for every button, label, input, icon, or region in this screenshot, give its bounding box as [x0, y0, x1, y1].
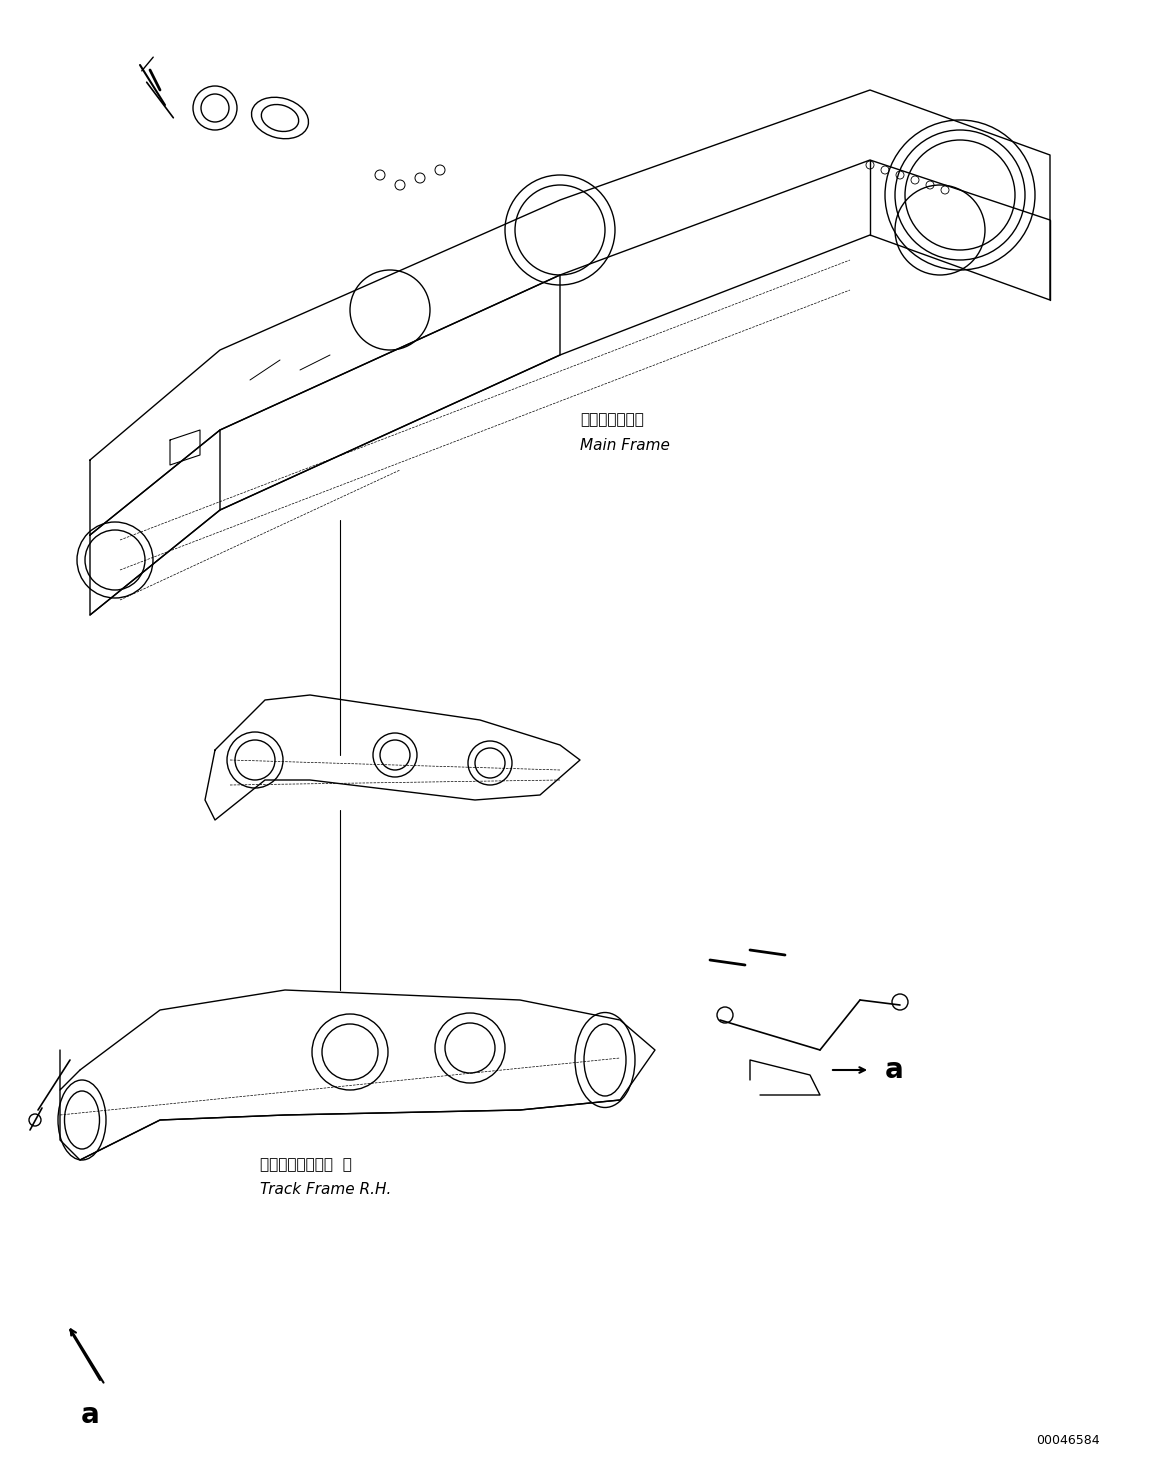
Text: a: a — [80, 1402, 99, 1429]
Text: トラックフレーム  右: トラックフレーム 右 — [261, 1157, 352, 1173]
Text: 00046584: 00046584 — [1036, 1434, 1100, 1447]
Text: Track Frame R.H.: Track Frame R.H. — [261, 1183, 392, 1198]
Text: a: a — [885, 1056, 904, 1084]
Text: メインフレーム: メインフレーム — [580, 412, 644, 427]
Text: Main Frame: Main Frame — [580, 437, 670, 453]
